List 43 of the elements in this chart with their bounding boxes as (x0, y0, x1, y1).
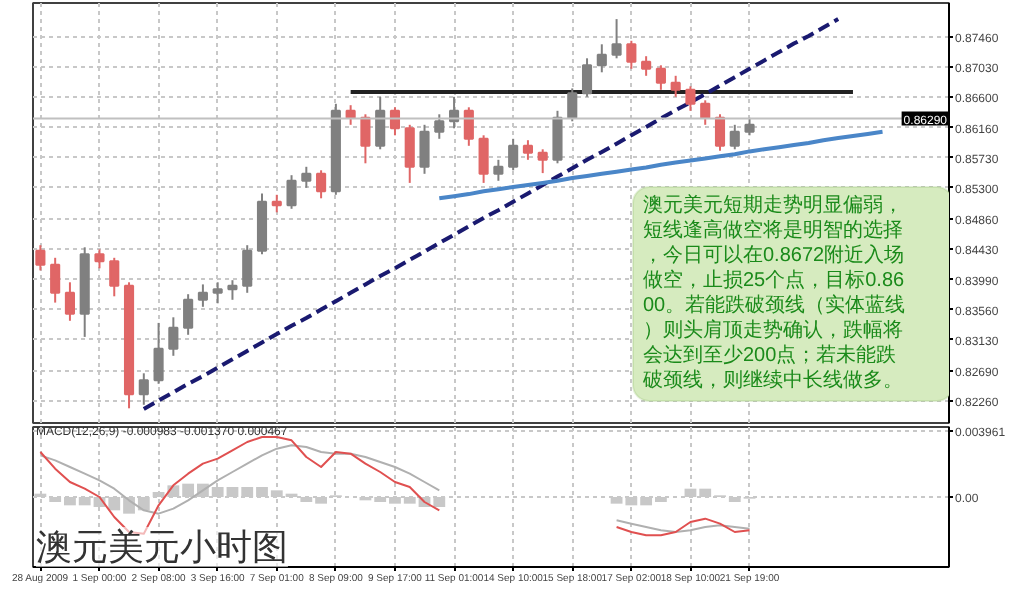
candlestick (94, 248, 105, 270)
candlestick (434, 113, 445, 140)
candlestick (478, 134, 489, 184)
candlestick (316, 169, 327, 200)
candlestick (700, 99, 711, 126)
candlestick (670, 74, 681, 98)
candlestick (50, 256, 61, 304)
text: 澳元美元小时图 (35, 527, 288, 567)
candlestick (596, 43, 607, 74)
candlestick (242, 244, 253, 294)
candlestick (301, 165, 312, 189)
candlestick (345, 104, 356, 126)
candlestick (360, 113, 371, 165)
candlestick (493, 158, 504, 182)
candlestick (508, 137, 519, 172)
candlestick (611, 18, 622, 60)
candlestick (552, 109, 563, 165)
candlestick (138, 372, 149, 406)
candlestick (35, 244, 46, 272)
candlestick (168, 316, 179, 357)
candlestick (419, 123, 430, 175)
candlestick (537, 148, 548, 175)
candlestick (522, 139, 533, 161)
candlestick (714, 113, 726, 152)
candlestick (567, 87, 578, 123)
annotation: 澳元美元短期走势明显偏弱，短线逢高做空将是明智的选择，今日可以在0.8672附近入场做空，止损25个点，目标0.8600。若能跌破颈线（实体蓝线）则头肩顶走势确认，跌幅将会达到至少200点；若未能跌破颈线，则继续中长线做多。 (641, 193, 906, 392)
candlestick (227, 279, 238, 301)
candlestick (729, 123, 740, 151)
candlestick (109, 256, 120, 298)
candlestick (153, 321, 164, 385)
candlestick (655, 64, 666, 91)
candlestick (626, 39, 637, 70)
candlestick (581, 57, 593, 98)
candlestick (64, 281, 75, 322)
candlestick (685, 85, 696, 112)
candlestick (286, 174, 297, 210)
candlestick (197, 283, 208, 308)
candlestick (641, 55, 652, 77)
candlestick (183, 293, 194, 336)
candlestick (463, 106, 474, 147)
candlestick (212, 281, 223, 305)
candlestick (375, 95, 386, 151)
candlestick (404, 123, 415, 184)
